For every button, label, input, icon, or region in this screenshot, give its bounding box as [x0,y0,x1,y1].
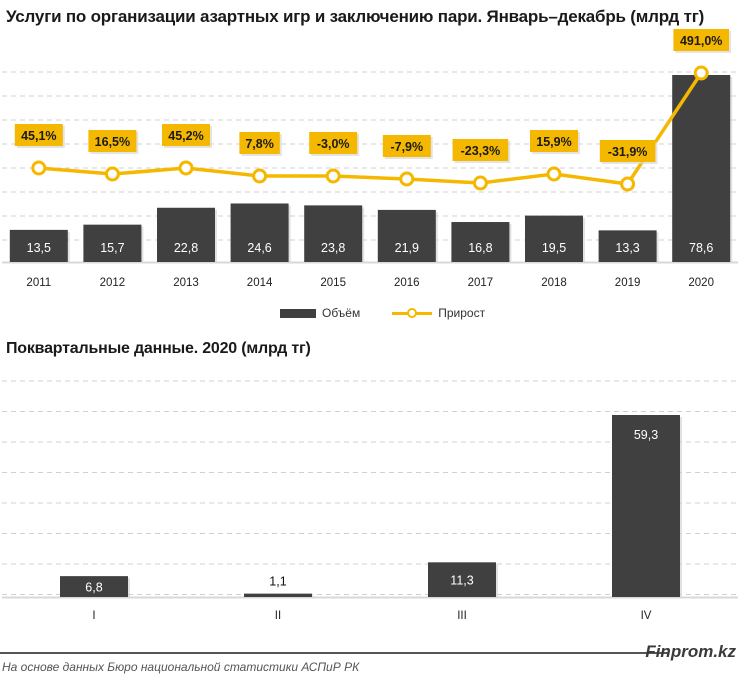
growth-label-box-2019 [599,140,656,162]
bar-label-2020: 78,6 [689,241,713,255]
growth-label-2015: -3,0% [317,137,350,151]
growth-marker-2017 [472,175,488,191]
bar-volume-2013 [157,207,215,262]
bar-label-2011: 13,5 [27,241,51,255]
growth-marker-2013 [178,160,194,176]
growth-label-2018: 15,9% [536,135,571,149]
footer-divider [0,652,668,654]
growth-label-box-2018 [530,130,578,152]
growth-marker-2011 [31,160,47,176]
legend-line-marker-icon [392,308,433,318]
growth-label-box-2015 [309,132,358,154]
bar-label-quarter-I: 6,8 [85,581,102,595]
bar-label-quarter-III: 11,3 [450,574,473,588]
bar-volume-2018 [525,215,583,262]
growth-label-box-2013 [162,124,210,146]
growth-label-2013: 45,2% [168,129,203,143]
growth-marker-2015 [325,168,341,184]
growth-label-2016: -7,9% [390,140,423,154]
growth-label-2020: 491,0% [680,34,722,48]
legend-label-growth: Прирост [438,306,486,320]
x-tick-label-2017: 2017 [468,277,494,289]
growth-label-box-2012 [88,130,137,152]
x-tick-label-2011: 2011 [26,277,51,289]
legend-bar-swatch-icon [280,308,316,318]
growth-marker-2018 [546,166,562,182]
bar-volume-2017 [451,222,510,262]
growth-label-2012: 16,5% [95,135,130,149]
bar-label-2014: 24,6 [247,241,271,255]
x-tick-label-quarter-III: III [457,610,467,622]
x-tick-label-2012: 2012 [100,277,126,289]
growth-label-box-2014 [239,132,280,154]
bar-volume-2011 [9,229,68,262]
chart-title-annual: Услуги по организации азартных игр и зак… [6,7,705,26]
bar-quarter-II [244,593,312,597]
x-tick-label-2013: 2013 [173,277,199,289]
legend: Объём Прирост [280,306,485,320]
growth-label-box-2016 [382,135,431,157]
x-tick-label-2014: 2014 [247,277,273,289]
growth-label-box-2011 [14,124,63,146]
bar-volume-2019 [598,230,657,262]
growth-marker-2020 [693,65,709,81]
bar-volume-2015 [304,205,363,262]
chart-title-quarterly: Поквартальные данные. 2020 (млрд тг) [6,340,311,357]
growth-label-2011: 45,1% [21,129,56,143]
x-tick-label-quarter-I: I [92,610,95,622]
bar-label-2012: 15,7 [100,241,124,255]
x-tick-label-2016: 2016 [394,277,420,289]
legend-label-volume: Объём [322,306,361,320]
bar-quarter-I [60,576,128,597]
growth-marker-2012 [104,166,120,182]
bar-label-2018: 19,5 [542,241,566,255]
bar-quarter-IV [612,415,680,597]
x-tick-label-quarter-IV: IV [641,610,652,622]
growth-marker-2016 [399,171,415,187]
x-tick-label-2020: 2020 [688,277,714,289]
bar-volume-2016 [377,209,436,262]
bar-volume-2012 [83,224,142,262]
bar-volume-2014 [230,203,289,262]
x-tick-label-2015: 2015 [320,277,346,289]
bar-label-2019: 13,3 [615,241,639,255]
bar-label-2013: 22,8 [174,241,198,255]
growth-marker-2019 [620,176,636,192]
growth-label-2019: -31,9% [608,145,648,159]
growth-marker-2014 [252,168,268,184]
growth-label-box-2020 [673,29,729,51]
growth-line [38,72,703,186]
x-tick-label-quarter-II: II [275,610,281,622]
bar-volume-2020 [672,75,731,262]
bar-label-quarter-II: 1,1 [269,575,286,589]
brand-logo: Finprom.kz [645,642,736,661]
bar-quarter-III [428,562,496,597]
growth-label-2017: -23,3% [461,144,501,158]
growth-label-box-2017 [452,139,509,161]
bar-label-2017: 16,8 [468,241,492,255]
growth-label-2014: 7,8% [245,137,274,151]
source-note: На основе данных Бюро национальной стати… [2,660,360,674]
bar-label-2016: 21,9 [395,241,419,255]
bar-label-quarter-IV: 59,3 [634,428,658,442]
x-tick-label-2018: 2018 [541,277,567,289]
x-tick-label-2019: 2019 [615,277,641,289]
bar-label-2015: 23,8 [321,241,345,255]
